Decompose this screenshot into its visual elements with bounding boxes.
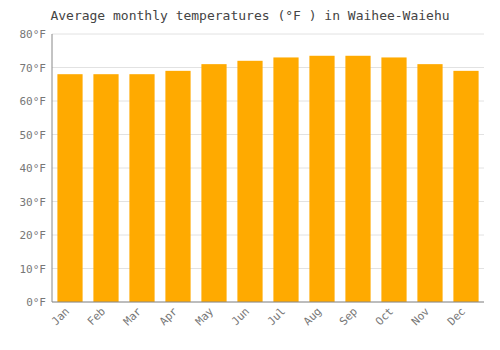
grid-line: [52, 302, 484, 303]
x-tick-label: Oct: [373, 305, 396, 328]
x-tick-label: Nov: [409, 305, 433, 329]
x-tick-label: Jun: [229, 305, 252, 328]
bar: [345, 56, 370, 302]
bar: [381, 57, 406, 302]
x-tick-label: Feb: [85, 305, 108, 328]
y-tick-label: 60°F: [20, 95, 47, 108]
x-tick-label: Jan: [49, 305, 72, 328]
y-tick-label: 10°F: [20, 263, 47, 276]
bar: [201, 64, 226, 302]
y-tick-label: 0°F: [26, 296, 46, 309]
bar: [129, 74, 154, 302]
bar: [165, 71, 190, 302]
x-tick-label: Aug: [301, 305, 324, 328]
bars: [57, 56, 478, 302]
title: Average monthly temperatures (°F ) in Wa…: [50, 8, 449, 23]
x-axis-line: [52, 302, 484, 303]
bar: [453, 71, 478, 302]
x-tick-label: Jul: [265, 305, 288, 328]
y-tick-label: 80°F: [20, 28, 47, 41]
bar: [237, 61, 262, 302]
grid: [52, 34, 484, 302]
y-tick-label: 50°F: [20, 129, 47, 142]
chart: Average monthly temperatures (°F ) in Wa…: [0, 0, 500, 350]
y-tick-label: 40°F: [20, 162, 47, 175]
y-axis-line: [52, 34, 53, 302]
bar: [417, 64, 442, 302]
bar: [93, 74, 118, 302]
x-tick-label: Apr: [157, 305, 181, 329]
x-tick-label: Mar: [121, 305, 145, 329]
y-tick-label: 70°F: [20, 62, 47, 75]
x-tick-label: Dec: [445, 305, 468, 328]
bar: [273, 57, 298, 302]
y-tick-label: 20°F: [20, 229, 47, 242]
bar: [309, 56, 334, 302]
x-tick-label: Sep: [337, 305, 360, 328]
grid-line: [52, 34, 484, 35]
bar: [57, 74, 82, 302]
x-tick-label: May: [193, 305, 217, 329]
y-tick-label: 30°F: [20, 196, 47, 209]
